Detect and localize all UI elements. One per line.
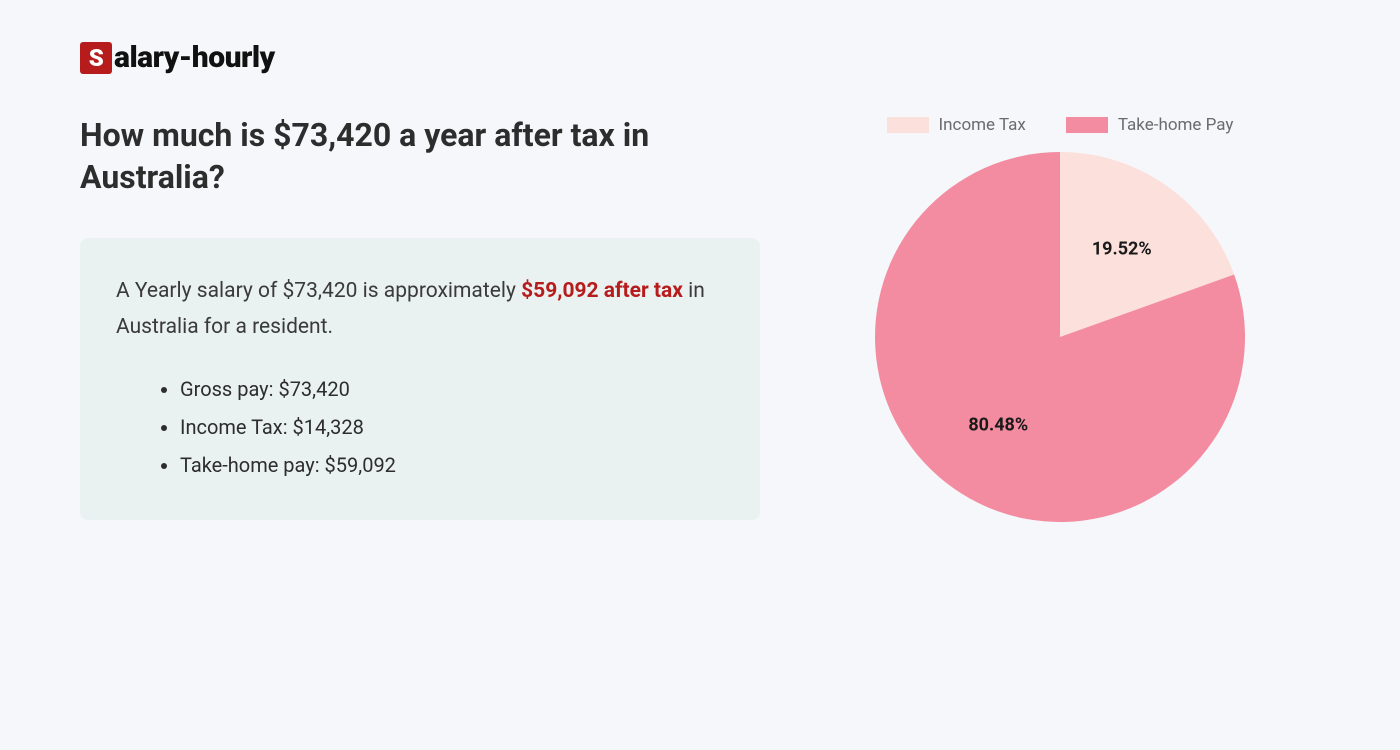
summary-highlight: $59,092 after tax [521, 279, 683, 303]
summary-prefix: A Yearly salary of $73,420 is approximat… [116, 279, 521, 303]
pie-svg [870, 147, 1250, 527]
legend-label: Income Tax [939, 115, 1026, 135]
list-item: Income Tax: $14,328 [180, 408, 724, 446]
legend-swatch [1066, 117, 1108, 133]
logo-badge: S [80, 42, 112, 74]
page-title: How much is $73,420 a year after tax in … [80, 115, 760, 198]
chart-legend: Income Tax Take-home Pay [887, 115, 1234, 135]
summary-box: A Yearly salary of $73,420 is approximat… [80, 238, 760, 519]
site-logo: Salary-hourly [80, 40, 1320, 75]
legend-label: Take-home Pay [1118, 115, 1234, 135]
slice-label-take-home: 80.48% [968, 414, 1028, 435]
chart-column: Income Tax Take-home Pay 19.52% 80.48% [840, 115, 1280, 527]
summary-text: A Yearly salary of $73,420 is approximat… [116, 274, 724, 345]
left-column: How much is $73,420 a year after tax in … [80, 115, 760, 520]
logo-text: alary-hourly [114, 40, 275, 75]
list-item: Take-home pay: $59,092 [180, 446, 724, 484]
list-item: Gross pay: $73,420 [180, 370, 724, 408]
legend-swatch [887, 117, 929, 133]
pie-chart: 19.52% 80.48% [870, 147, 1250, 527]
legend-item-take-home: Take-home Pay [1066, 115, 1234, 135]
legend-item-income-tax: Income Tax [887, 115, 1026, 135]
main-content: How much is $73,420 a year after tax in … [80, 115, 1320, 527]
breakdown-list: Gross pay: $73,420 Income Tax: $14,328 T… [116, 370, 724, 484]
slice-label-income-tax: 19.52% [1092, 239, 1152, 260]
